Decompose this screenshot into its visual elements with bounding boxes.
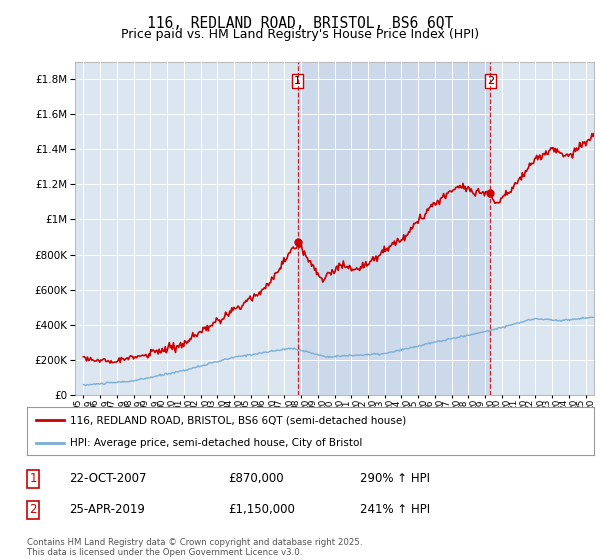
Text: Contains HM Land Registry data © Crown copyright and database right 2025.
This d: Contains HM Land Registry data © Crown c… — [27, 538, 362, 557]
Text: Price paid vs. HM Land Registry's House Price Index (HPI): Price paid vs. HM Land Registry's House … — [121, 28, 479, 41]
Text: 22-OCT-2007: 22-OCT-2007 — [69, 472, 146, 486]
Text: £870,000: £870,000 — [228, 472, 284, 486]
Text: 1: 1 — [29, 472, 37, 486]
Text: 25-APR-2019: 25-APR-2019 — [69, 503, 145, 516]
Text: 2: 2 — [29, 503, 37, 516]
Bar — [298, 62, 490, 395]
Text: 1: 1 — [294, 76, 301, 86]
Text: 116, REDLAND ROAD, BRISTOL, BS6 6QT: 116, REDLAND ROAD, BRISTOL, BS6 6QT — [147, 16, 453, 31]
Text: £1,150,000: £1,150,000 — [228, 503, 295, 516]
Text: 116, REDLAND ROAD, BRISTOL, BS6 6QT (semi-detached house): 116, REDLAND ROAD, BRISTOL, BS6 6QT (sem… — [70, 416, 406, 426]
Text: HPI: Average price, semi-detached house, City of Bristol: HPI: Average price, semi-detached house,… — [70, 438, 362, 448]
Text: 2: 2 — [487, 76, 494, 86]
Text: 290% ↑ HPI: 290% ↑ HPI — [360, 472, 430, 486]
Text: 241% ↑ HPI: 241% ↑ HPI — [360, 503, 430, 516]
